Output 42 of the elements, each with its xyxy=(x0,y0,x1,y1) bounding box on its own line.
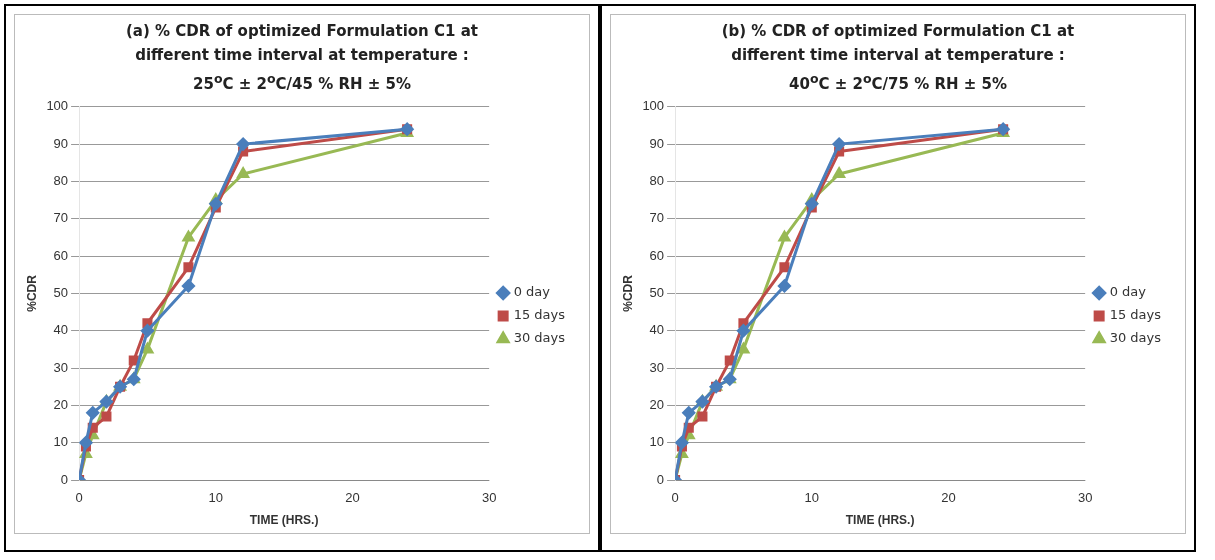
y-tick-label: 0 xyxy=(60,471,69,487)
y-tick-label: 90 xyxy=(53,135,69,151)
x-tick-label: 30 xyxy=(481,490,497,506)
legend-label: 30 days xyxy=(513,330,566,346)
y-tick-label: 10 xyxy=(53,434,69,450)
y-tick-label: 60 xyxy=(649,247,665,263)
x-tick-label: 10 xyxy=(208,490,224,506)
x-tick-label: 30 xyxy=(1077,490,1093,506)
x-axis-title: TIME (HRS.) xyxy=(249,513,319,528)
y-tick-label: 90 xyxy=(649,135,665,151)
y-tick-label: 30 xyxy=(53,359,69,375)
x-tick-label: 0 xyxy=(75,490,83,506)
legend-label: 0 day xyxy=(1109,284,1147,300)
y-tick-label: 20 xyxy=(53,396,69,412)
x-axis-title: TIME (HRS.) xyxy=(845,513,915,528)
y-tick-label: 70 xyxy=(649,210,665,226)
x-tick-label: 0 xyxy=(671,490,679,506)
y-tick-label: 50 xyxy=(649,284,665,300)
chart-title: (a) % CDR of optimized Formulation C1 at different time interval at temperature : 25$^{o}$C ± 2$^{o}$C/45 % RH ± 5% xyxy=(125,21,479,95)
x-tick-label: 20 xyxy=(941,490,956,506)
chart-title: (b) % CDR of optimized Formulation C1 at different time interval at temperature : 40$^{o}$C ± 2$^{o}$C/75 % RH ± 5% xyxy=(720,21,1076,95)
y-tick-label: 40 xyxy=(649,322,665,338)
y-tick-label: 100 xyxy=(642,98,665,114)
x-tick-label: 20 xyxy=(345,490,360,506)
legend-label: 0 day xyxy=(513,284,551,300)
y-axis-title: %CDR xyxy=(24,274,39,312)
legend-label: 30 days xyxy=(1109,330,1162,346)
y-axis-title: %CDR xyxy=(620,274,635,312)
y-tick-label: 80 xyxy=(649,173,665,189)
y-tick-label: 70 xyxy=(53,210,69,226)
y-tick-label: 80 xyxy=(53,173,69,189)
x-tick-label: 10 xyxy=(804,490,820,506)
y-tick-label: 100 xyxy=(46,98,69,114)
y-tick-label: 10 xyxy=(649,434,665,450)
y-tick-label: 0 xyxy=(656,471,665,487)
y-tick-label: 40 xyxy=(53,322,69,338)
y-tick-label: 60 xyxy=(53,247,69,263)
y-tick-label: 50 xyxy=(53,284,69,300)
legend-label: 15 days xyxy=(513,307,566,323)
legend-label: 15 days xyxy=(1109,307,1162,323)
y-tick-label: 20 xyxy=(649,396,665,412)
y-tick-label: 30 xyxy=(649,359,665,375)
